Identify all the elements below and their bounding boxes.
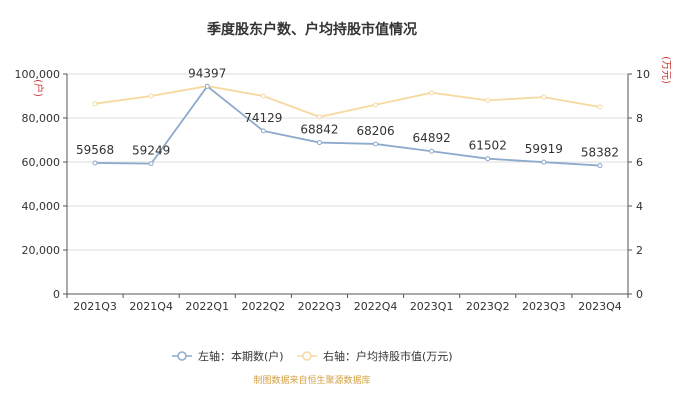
y-right-tick-label: 2 <box>636 244 643 257</box>
series-right <box>92 83 603 120</box>
legend-marker-right <box>302 351 312 361</box>
data-label: 68842 <box>300 123 338 137</box>
y-right-unit: (万元) <box>660 56 671 84</box>
x-tick-label: 2022Q4 <box>354 300 398 313</box>
y-left-tick-label: 0 <box>53 288 60 301</box>
data-point-left <box>260 128 266 134</box>
y-left-tick-label: 100,000 <box>15 68 61 81</box>
data-label: 94397 <box>188 66 226 80</box>
y-left-tick-label: 80,000 <box>22 112 61 125</box>
data-labels: 59568 59249 94397 74129 68842 68206 64892 61502… <box>76 66 619 159</box>
y-right-tick-label: 8 <box>636 112 643 125</box>
data-label: 59568 <box>76 143 114 157</box>
legend: 左轴：本期数(户) 右轴：户均持股市值(万元) <box>172 349 453 363</box>
data-point-left <box>597 163 603 169</box>
series-left <box>92 83 603 169</box>
data-point-right <box>541 94 547 100</box>
y-right-tick-label: 4 <box>636 200 643 213</box>
x-tick-label: 2022Q3 <box>298 300 342 313</box>
data-point-right <box>260 93 266 99</box>
x-tick-label: 2022Q1 <box>185 300 229 313</box>
x-tick-label: 2022Q2 <box>242 300 286 313</box>
y-right-tick-label: 6 <box>636 156 643 169</box>
y-right-tick-label: 10 <box>636 68 650 81</box>
x-tick-label: 2023Q1 <box>410 300 454 313</box>
x-tick-label: 2023Q2 <box>466 300 510 313</box>
data-label: 59249 <box>132 144 170 158</box>
chart-title: 季度股东户数、户均持股市值情况 <box>206 21 417 38</box>
source-note: 制图数据来自恒生聚源数据库 <box>253 374 370 386</box>
data-point-right <box>316 114 322 120</box>
y-left-tick-label: 60,000 <box>22 156 61 169</box>
data-point-left <box>92 160 98 166</box>
axes: 0 0 20,000 2 40,000 4 60,000 6 80,000 8 100,000 10 2… <box>15 68 651 313</box>
data-label: 64892 <box>413 131 451 145</box>
data-point-left <box>541 159 547 165</box>
x-tick-label: 2021Q4 <box>129 300 173 313</box>
data-point-right <box>485 97 491 103</box>
y-left-unit: (户) <box>32 79 45 97</box>
legend-label-left: 左轴：本期数(户) <box>198 349 284 363</box>
legend-marker-left <box>177 351 187 361</box>
series-line-left <box>95 85 601 167</box>
data-point-left <box>316 140 322 146</box>
data-label: 74129 <box>244 111 282 125</box>
data-label: 61502 <box>469 139 507 153</box>
data-label: 58382 <box>581 146 619 160</box>
data-point-left <box>373 141 379 147</box>
data-point-right <box>148 93 154 99</box>
x-tick-label: 2023Q3 <box>522 300 566 313</box>
grid-lines <box>67 73 628 251</box>
data-point-right <box>92 101 98 107</box>
y-left-tick-label: 40,000 <box>22 200 61 213</box>
series-line-right <box>94 85 601 118</box>
data-point-right <box>597 104 603 110</box>
data-point-left <box>485 156 491 162</box>
data-point-left <box>429 148 435 154</box>
x-tick-label: 2023Q4 <box>578 300 622 313</box>
data-label: 59919 <box>525 142 563 156</box>
legend-label-right: 右轴：户均持股市值(万元) <box>323 349 453 363</box>
data-point-left <box>204 83 210 89</box>
data-point-right <box>373 102 379 108</box>
data-label: 68206 <box>356 124 394 138</box>
data-point-left <box>148 161 154 167</box>
data-point-right <box>429 90 435 96</box>
y-right-tick-label: 0 <box>636 288 643 301</box>
y-left-tick-label: 20,000 <box>22 244 61 257</box>
x-tick-label: 2021Q3 <box>73 300 117 313</box>
